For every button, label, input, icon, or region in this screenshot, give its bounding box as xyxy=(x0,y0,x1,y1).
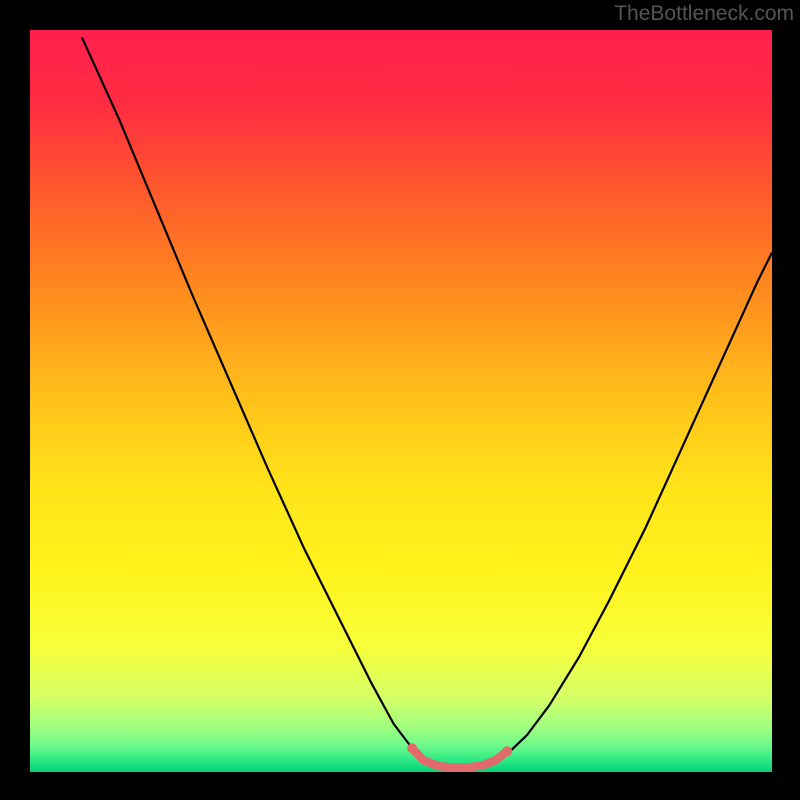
plot-area xyxy=(30,30,772,772)
figure-root: TheBottleneck.com xyxy=(0,0,800,800)
valley-end-dot xyxy=(407,743,417,753)
curve-layer xyxy=(30,30,772,772)
valley-highlight xyxy=(412,748,507,767)
watermark-text: TheBottleneck.com xyxy=(614,2,794,26)
bottleneck-curve xyxy=(82,37,772,768)
valley-end-dot xyxy=(502,746,512,756)
